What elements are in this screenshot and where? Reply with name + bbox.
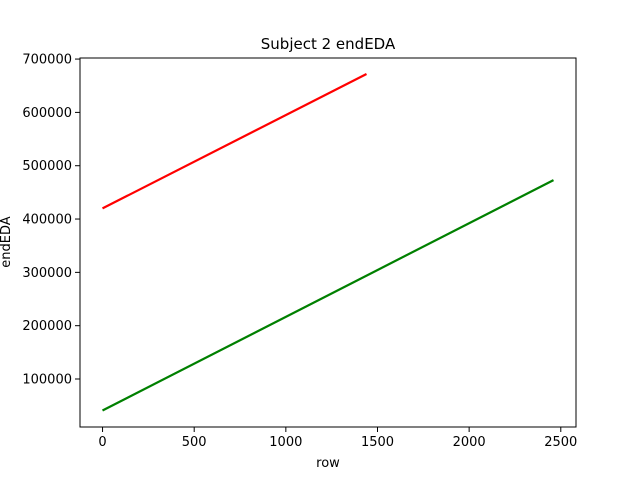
y-tick-label: 200000 [22, 319, 72, 334]
y-tick-label: 500000 [22, 159, 72, 174]
y-axis-label: endEDA [0, 216, 14, 267]
x-tick-label: 0 [98, 435, 106, 450]
y-axis-ticks: 100000 200000 300000 400000 500000 600000 7000… [22, 53, 80, 388]
chart-title: Subject 2 endEDA [261, 35, 396, 53]
x-axis-label: row [316, 456, 340, 471]
y-tick-label: 600000 [22, 106, 72, 121]
series-line-2 [101, 179, 555, 412]
y-tick-label: 100000 [22, 373, 72, 388]
plot-area-frame [79, 57, 577, 428]
y-tick-label: 700000 [22, 53, 72, 68]
y-tick-label: 300000 [22, 266, 72, 281]
plot-lines [101, 73, 555, 412]
x-axis-ticks: 0 500 1000 1500 2000 2500 [98, 427, 577, 450]
x-tick-label: 1000 [269, 435, 302, 450]
x-tick-label: 500 [182, 435, 207, 450]
x-tick-label: 1500 [361, 435, 394, 450]
y-tick-label: 400000 [22, 213, 72, 228]
x-tick-label: 2500 [544, 435, 577, 450]
x-tick-label: 2000 [453, 435, 486, 450]
series-line-1 [102, 73, 367, 210]
